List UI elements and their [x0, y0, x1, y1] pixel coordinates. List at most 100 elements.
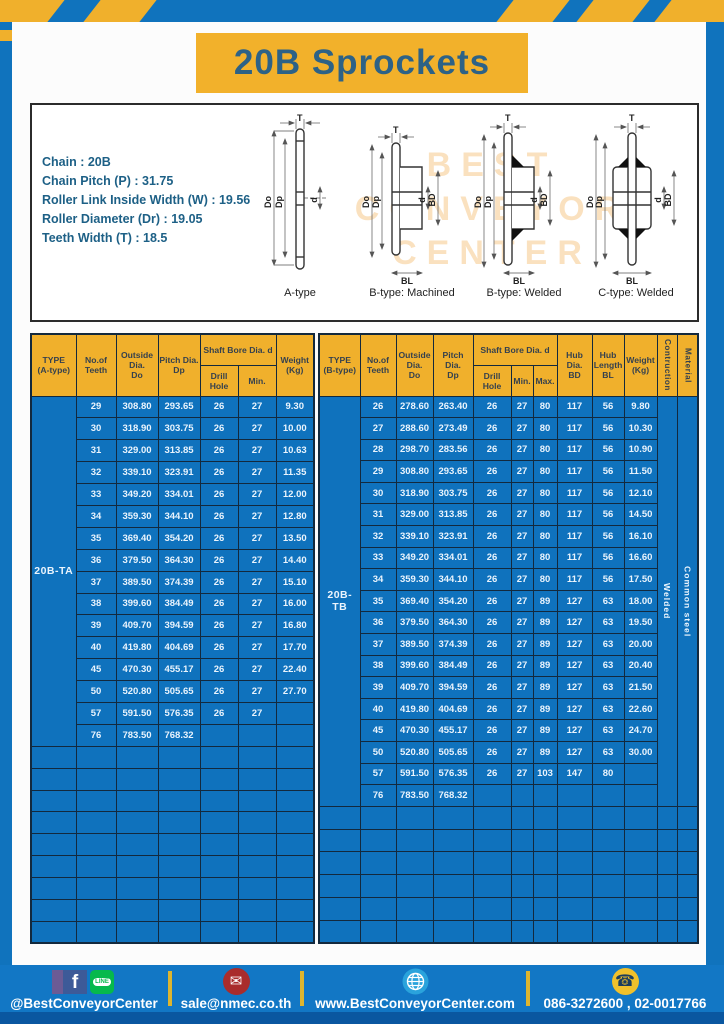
cell: 409.70	[395, 676, 434, 699]
cell: 27	[237, 417, 277, 441]
table-row: 39 409.70 394.59 26 27 89 127 63 21.50	[319, 676, 698, 699]
cell: 80	[591, 762, 625, 786]
cell	[556, 784, 593, 807]
social-handle[interactable]: @BestConveyorCenter	[10, 996, 158, 1011]
phone-section[interactable]: ☎ 086-3272600 , 02-0017766	[530, 965, 720, 1012]
cell: 26	[199, 636, 239, 660]
cell: 57	[359, 762, 397, 786]
col-header-hub-dia: Hub Dia. BD	[556, 333, 593, 397]
table-row: 33 349.20 334.01 26 27 80 117 56 16.60	[319, 546, 698, 570]
c-type-welded-figure: T Do Dp d BD BL C-type: Welded	[584, 113, 688, 299]
col-header-pitch-dia: Pitch Dia. Dp	[432, 333, 474, 397]
cell: 26	[199, 658, 239, 682]
cell: 80	[532, 503, 558, 527]
cell: 89	[532, 741, 558, 764]
cell: 127	[556, 589, 593, 613]
table-row: 27 288.60 273.49 26 27 80 117 56 10.30	[319, 417, 698, 440]
cell: 32	[359, 525, 397, 548]
cell: 293.65	[432, 460, 474, 483]
email-section[interactable]: ✉ sale@nmec.co.th	[172, 965, 300, 1012]
cell: 16.80	[275, 614, 315, 638]
facebook-icon: f	[63, 969, 87, 994]
cell: 27	[510, 676, 534, 699]
cell: 80	[532, 395, 558, 419]
cell: 12.10	[623, 481, 658, 505]
table-row: 38 399.60 384.49 26 27 89 127 63 20.40	[319, 654, 698, 678]
cell: 27	[510, 438, 534, 462]
cell: 26	[472, 417, 512, 440]
cell: 329.00	[395, 503, 434, 527]
cell: 127	[556, 697, 593, 721]
table-row: 40 419.80 404.69 26 27 17.70	[31, 636, 315, 660]
cell: 29	[75, 395, 117, 419]
cell: 9.30	[275, 395, 315, 419]
cell: 27	[510, 460, 534, 483]
cell: 389.50	[395, 633, 434, 656]
cell: 30	[75, 417, 117, 441]
cell: 24.70	[623, 719, 658, 742]
cell: 313.85	[432, 503, 474, 527]
website-url[interactable]: www.BestConveyorCenter.com	[315, 996, 515, 1011]
table-row: 45 470.30 455.17 26 27 89 127 63 24.70	[319, 719, 698, 742]
cell: 76	[75, 723, 117, 747]
col-header-teeth: No.of Teeth	[359, 333, 397, 397]
cell: 80	[532, 417, 558, 440]
cell: 399.60	[115, 592, 159, 616]
cell: 27	[237, 504, 277, 528]
cell: 26	[472, 633, 512, 656]
website-section[interactable]: www.BestConveyorCenter.com	[304, 965, 526, 1012]
cell: 26	[472, 481, 512, 505]
cell: 40	[359, 697, 397, 721]
cell	[510, 784, 534, 807]
cell: 89	[532, 676, 558, 699]
svg-text:Dp: Dp	[483, 196, 493, 208]
empty-row	[318, 896, 699, 921]
cell: 117	[556, 481, 593, 505]
col-header-min: Min.	[510, 364, 534, 397]
cell	[237, 723, 277, 747]
cell: 384.49	[157, 592, 201, 616]
cell: 35	[75, 526, 117, 550]
cell: 117	[556, 395, 593, 419]
cell: 26	[199, 592, 239, 616]
cell: 20.40	[623, 654, 658, 678]
phone-numbers[interactable]: 086-3272600 , 02-0017766	[543, 996, 707, 1011]
spec-line: Roller Link Inside Width (W) : 19.56	[42, 193, 251, 207]
cell: 13.50	[275, 526, 315, 550]
cell: 470.30	[115, 658, 159, 682]
cell: 313.85	[157, 439, 201, 463]
cell: 56	[591, 481, 625, 505]
cell: 27	[510, 697, 534, 721]
svg-text:d: d	[529, 197, 539, 203]
cell: 27	[510, 417, 534, 440]
cell: 117	[556, 438, 593, 462]
svg-text:Dp: Dp	[371, 196, 381, 208]
cell: 16.00	[275, 592, 315, 616]
col-header-material: Material	[676, 333, 699, 397]
table-row: 39 409.70 394.59 26 27 16.80	[31, 614, 315, 638]
email-address[interactable]: sale@nmec.co.th	[180, 996, 292, 1011]
cell: 56	[591, 525, 625, 548]
empty-row	[318, 874, 699, 898]
spec-line: Teeth Width (T) : 18.5	[42, 231, 168, 245]
table-row: 37 389.50 374.39 26 27 15.10	[31, 570, 315, 594]
construction-value: Welded	[656, 395, 678, 807]
cell: 31	[359, 503, 397, 527]
cell: 27	[510, 762, 534, 786]
cell: 288.60	[395, 417, 434, 440]
type-label: 20B-TB	[318, 395, 361, 807]
cell: 359.30	[115, 504, 159, 528]
cell	[591, 784, 625, 807]
cell: 28	[359, 438, 397, 462]
table-row: 20B-TA 29 308.80 293.65 26 27 9.30	[30, 395, 315, 747]
cell: 63	[591, 633, 625, 656]
table-row: 29 308.80 293.65 26 27 80 117 56 11.50	[319, 460, 698, 483]
col-header-weight: Weight (Kg)	[623, 333, 658, 397]
cell: 27	[237, 548, 277, 572]
cell: 56	[591, 503, 625, 527]
empty-row	[318, 805, 699, 830]
cell: 520.80	[395, 741, 434, 764]
col-header-hub-length: Hub Length BL	[591, 333, 625, 397]
cell	[199, 723, 239, 747]
social-section[interactable]: f LINE @BestConveyorCenter	[0, 965, 168, 1012]
